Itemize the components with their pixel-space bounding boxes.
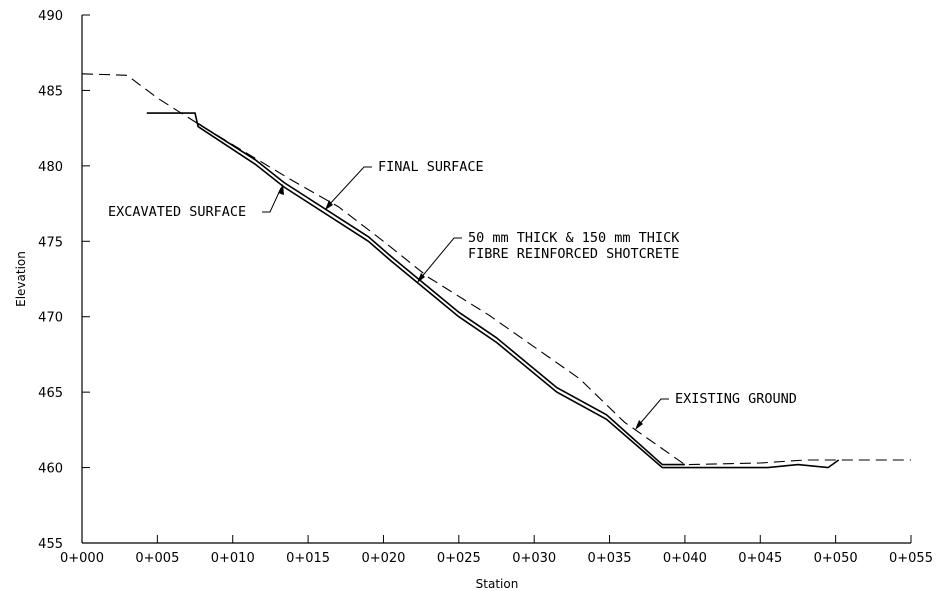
y-tick-label: 480 bbox=[38, 160, 63, 175]
x-tick-label: 0+050 bbox=[814, 551, 858, 566]
x-tick-label: 0+020 bbox=[361, 551, 405, 566]
excavated-surface-arrowhead bbox=[278, 184, 284, 195]
y-tick-label: 470 bbox=[38, 311, 63, 326]
excavated-surface-series-line bbox=[146, 112, 840, 469]
existing-ground-series-line bbox=[81, 73, 911, 466]
y-tick-label: 460 bbox=[38, 462, 63, 477]
existing-ground-leader bbox=[637, 398, 669, 427]
final-surface-callout: FINAL SURFACE bbox=[325, 159, 484, 210]
y-tick-label: 465 bbox=[38, 386, 63, 401]
shotcrete-label-line1: 50 mm THICK & 150 mm THICK bbox=[468, 230, 680, 246]
tick-layer: 0+000 0+005 0+010 0+015 0+020 0+025 0+030 0+035… bbox=[38, 9, 933, 566]
excavated-surface-callout: EXCAVATED SURFACE bbox=[108, 184, 284, 220]
shotcrete-arrowhead bbox=[417, 273, 425, 283]
final-surface-leader bbox=[327, 166, 372, 207]
existing-ground-arrowhead bbox=[635, 420, 643, 430]
shotcrete-callout: 50 mm THICK & 150 mm THICK FIBRE REINFOR… bbox=[417, 230, 680, 283]
y-tick-label: 475 bbox=[38, 235, 63, 250]
y-axis-title: Elevation bbox=[14, 251, 28, 307]
shotcrete-label-line2: FIBRE REINFORCED SHOTCRETE bbox=[468, 246, 679, 262]
excavated-surface-label: EXCAVATED SURFACE bbox=[108, 204, 246, 220]
existing-ground-callout: EXISTING GROUND bbox=[635, 391, 797, 430]
x-tick-label: 0+030 bbox=[512, 551, 556, 566]
x-tick-label: 0+015 bbox=[286, 551, 330, 566]
x-tick-label: 0+000 bbox=[60, 551, 104, 566]
x-axis-title: Station bbox=[476, 577, 519, 591]
shotcrete-leader bbox=[419, 237, 462, 280]
y-tick-label: 490 bbox=[38, 9, 63, 24]
x-tick-label: 0+055 bbox=[889, 551, 933, 566]
x-tick-label: 0+005 bbox=[135, 551, 179, 566]
x-tick-label: 0+040 bbox=[663, 551, 707, 566]
series-layer bbox=[81, 73, 911, 469]
x-tick-label: 0+010 bbox=[211, 551, 255, 566]
final-surface-arrowhead bbox=[325, 200, 333, 210]
y-tick-label: 455 bbox=[38, 537, 63, 552]
excavated-surface-leader bbox=[262, 187, 282, 213]
x-tick-label: 0+045 bbox=[738, 551, 782, 566]
x-tick-label: 0+025 bbox=[437, 551, 481, 566]
y-tick-label: 485 bbox=[38, 84, 63, 99]
existing-ground-label: EXISTING GROUND bbox=[675, 391, 797, 407]
final-surface-label: FINAL SURFACE bbox=[378, 159, 484, 175]
final-surface-series-line bbox=[197, 122, 685, 466]
x-tick-label: 0+035 bbox=[588, 551, 632, 566]
